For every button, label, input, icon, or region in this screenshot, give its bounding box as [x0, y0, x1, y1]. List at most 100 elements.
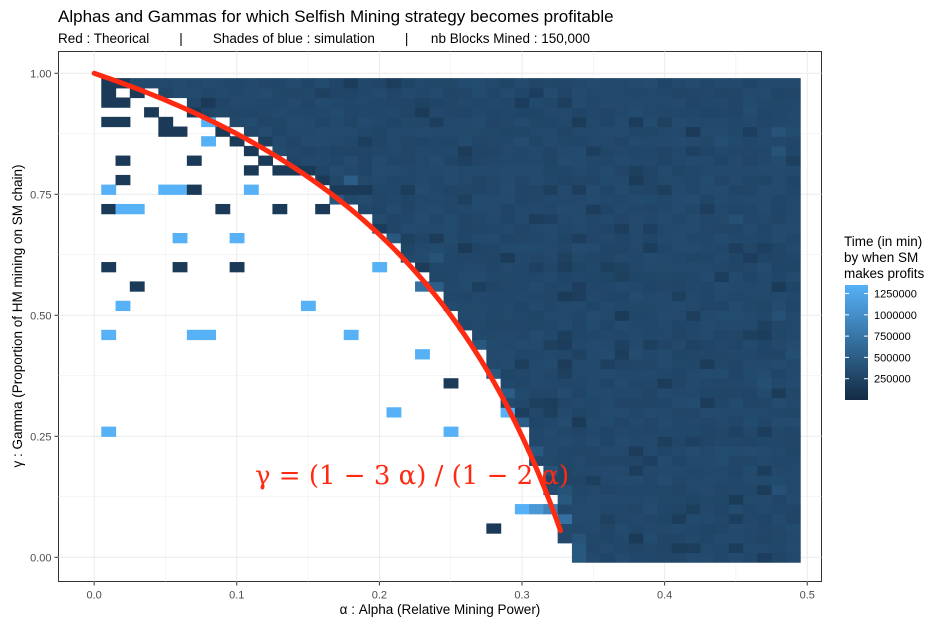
- heatmap-cell: [343, 116, 359, 128]
- heatmap-cell: [628, 213, 644, 224]
- heatmap-cell: [643, 465, 659, 476]
- heatmap-cell: [643, 223, 659, 234]
- heatmap-cell: [557, 455, 573, 466]
- heatmap-cell: [643, 126, 659, 137]
- heatmap-cell: [386, 87, 402, 99]
- heatmap-cell: [500, 203, 516, 215]
- heatmap-cell: [300, 136, 316, 147]
- heatmap-cell: [457, 300, 473, 312]
- heatmap-cell: [557, 387, 573, 399]
- heatmap-cell: [614, 262, 630, 273]
- heatmap-cell: [771, 165, 787, 176]
- heatmap-cell: [258, 87, 274, 99]
- heatmap-cell: [700, 184, 716, 195]
- heatmap-cell: [543, 107, 559, 118]
- heatmap-cell: [443, 136, 459, 147]
- heatmap-cell: [686, 78, 701, 89]
- heatmap-cell: [372, 165, 388, 176]
- heatmap-cell: [614, 349, 630, 360]
- heatmap-cell: [600, 310, 616, 321]
- heatmap-cell: [614, 523, 630, 534]
- heatmap-cell: [757, 174, 773, 186]
- heatmap-cell: [785, 533, 801, 544]
- heatmap-cell: [600, 184, 616, 195]
- heatmap-cell: [486, 242, 502, 253]
- heatmap-cell: [614, 465, 630, 476]
- heatmap-cell: [201, 329, 216, 341]
- heatmap-cell: [457, 165, 473, 176]
- heatmap-cell: [557, 475, 573, 486]
- heatmap-cell: [671, 339, 687, 350]
- heatmap-cell: [628, 552, 644, 563]
- heatmap-cell: [643, 194, 659, 205]
- heatmap-cell: [686, 494, 701, 505]
- heatmap-cell: [457, 136, 473, 147]
- heatmap-cell: [571, 107, 587, 118]
- heatmap-cell: [329, 116, 345, 128]
- heatmap-cell: [743, 271, 758, 283]
- heatmap-cell: [700, 126, 716, 137]
- heatmap-cell: [443, 233, 459, 244]
- heatmap-cell: [529, 310, 544, 321]
- heatmap-cell: [557, 107, 573, 118]
- heatmap-cell: [386, 194, 402, 205]
- heatmap-cell: [785, 329, 801, 341]
- heatmap-cell: [614, 339, 630, 350]
- theoretical-curve: [91, 70, 564, 534]
- chart-subtitle: Red : Theorical | Shades of blue : simul…: [58, 31, 590, 46]
- heatmap-cell: [671, 213, 687, 224]
- heatmap-cell: [543, 484, 559, 495]
- heatmap-cell: [415, 233, 430, 244]
- heatmap-cell: [785, 242, 801, 253]
- heatmap-cell: [557, 97, 573, 108]
- heatmap-cell: [571, 242, 587, 253]
- heatmap-cell: [400, 242, 416, 253]
- heatmap-cell: [785, 445, 801, 457]
- heatmap-cell: [343, 184, 359, 195]
- heatmap-cell: [529, 233, 544, 244]
- heatmap-cell: [771, 484, 787, 495]
- heatmap-cell: [529, 445, 544, 457]
- heatmap-cell: [785, 145, 801, 157]
- heatmap-cell: [472, 174, 487, 186]
- heatmap-cell: [486, 233, 502, 244]
- heatmap-cell: [514, 252, 530, 263]
- heatmap-cell: [586, 291, 602, 302]
- heatmap-cell: [286, 145, 302, 157]
- heatmap-cell: [614, 320, 630, 331]
- y-tick-label: 1.00: [30, 68, 51, 80]
- heatmap-cell: [671, 223, 687, 234]
- heatmap-cell: [315, 107, 331, 118]
- heatmap-cell: [743, 223, 758, 234]
- heatmap-cell: [785, 87, 801, 99]
- heatmap-cell: [429, 78, 445, 89]
- heatmap-cell: [529, 252, 544, 263]
- heatmap-cell: [643, 358, 659, 370]
- heatmap-cell: [472, 136, 487, 147]
- heatmap-cell: [771, 465, 787, 476]
- heatmap-cell: [657, 116, 673, 128]
- heatmap-cell: [614, 242, 630, 253]
- heatmap-cell: [586, 358, 602, 370]
- heatmap-cell: [743, 504, 758, 515]
- heatmap-cell: [700, 78, 716, 89]
- heatmap-cell: [571, 126, 587, 137]
- heatmap-cell: [728, 203, 744, 215]
- heatmap-cell: [757, 242, 773, 253]
- heatmap-cell: [757, 426, 773, 437]
- heatmap-cell: [372, 155, 388, 166]
- heatmap-cell: [514, 233, 530, 244]
- heatmap-cell: [557, 407, 573, 418]
- heatmap-cell: [657, 291, 673, 302]
- heatmap-cell: [743, 97, 758, 108]
- heatmap-cell: [657, 494, 673, 505]
- y-tick-label: 0.75: [30, 189, 51, 201]
- heatmap-cell: [343, 165, 359, 176]
- heatmap-cell: [400, 233, 416, 244]
- heatmap-cell: [529, 116, 544, 128]
- heatmap-cell: [771, 542, 787, 554]
- heatmap-cell: [686, 184, 701, 195]
- heatmap-cell: [657, 320, 673, 331]
- heatmap-cell: [557, 416, 573, 428]
- heatmap-cell: [757, 329, 773, 341]
